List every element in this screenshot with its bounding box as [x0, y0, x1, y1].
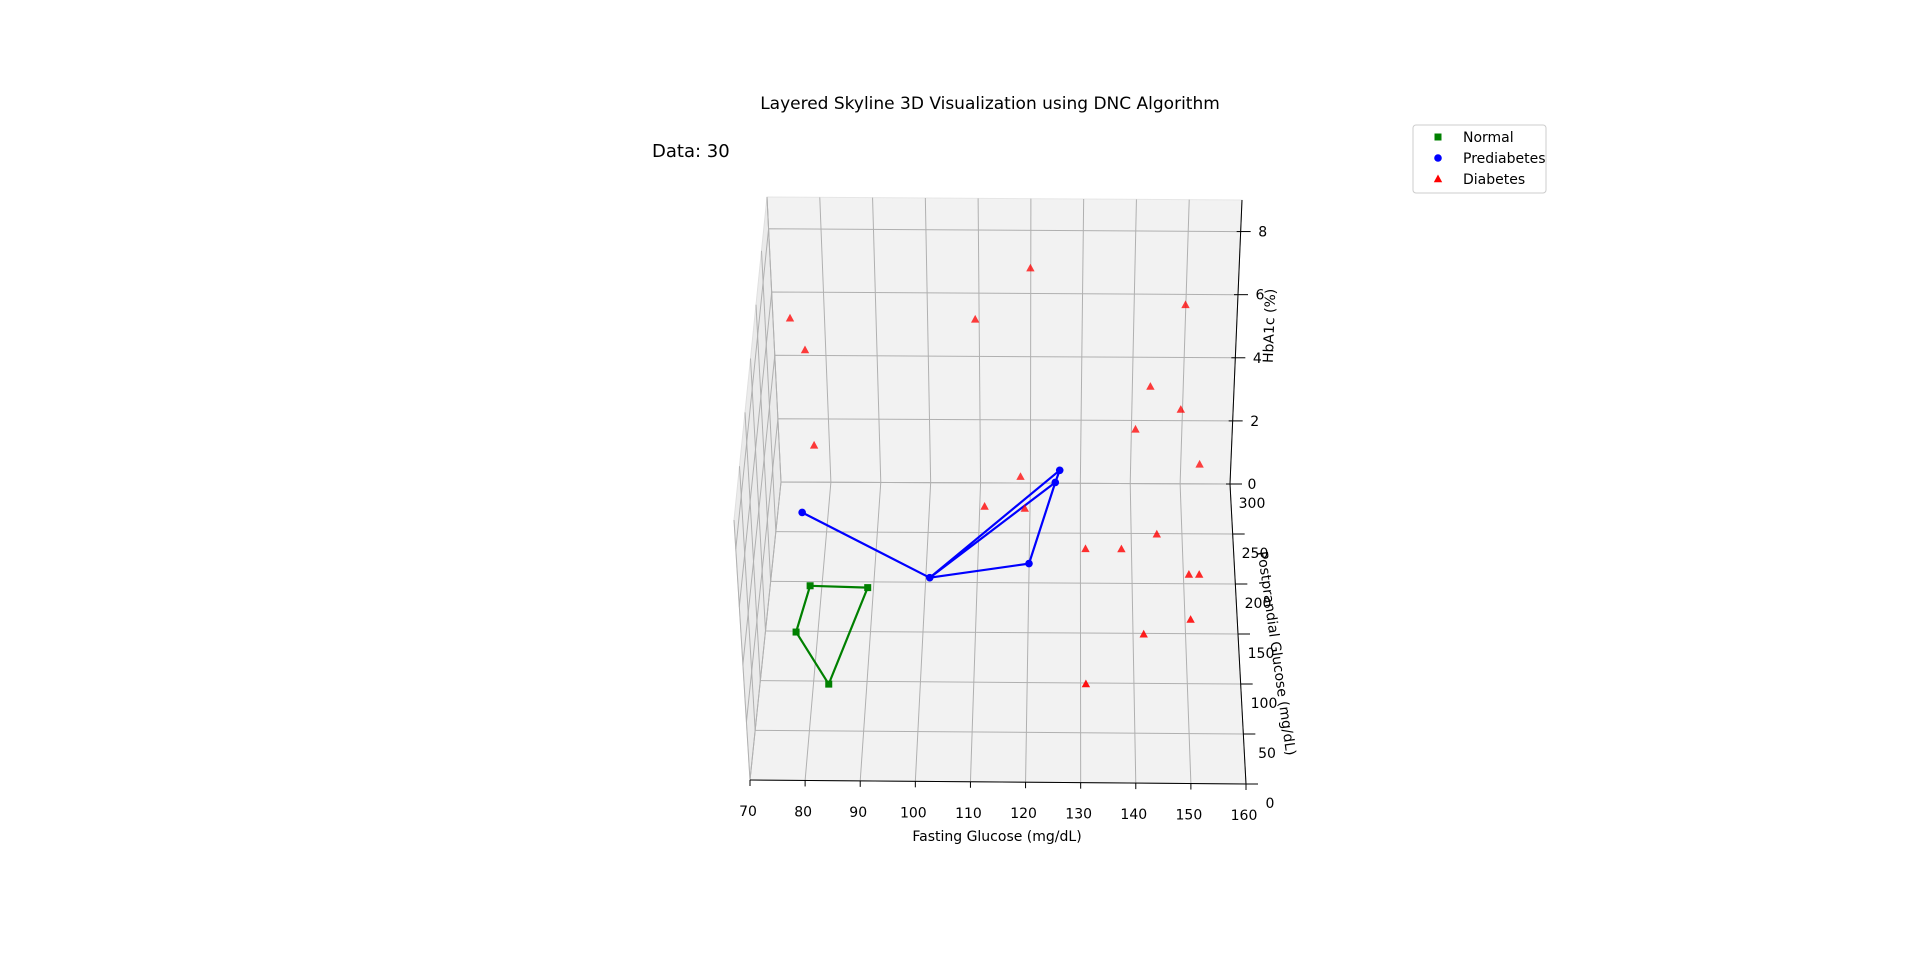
diabetes-point: [1146, 382, 1155, 390]
y-grid-line-left: [739, 466, 756, 731]
x-axis-line: [749, 779, 1247, 785]
data-count-annotation: Data: 30: [652, 141, 730, 162]
z-axis-ticks: 0 2 4 6 8: [1226, 225, 1267, 493]
diabetes-point: [1176, 405, 1185, 413]
x-grid-line-back: [872, 197, 882, 483]
diabetes-point: [1016, 472, 1025, 480]
prediabetes-point: [1051, 478, 1060, 487]
z-tick-label: 0: [1248, 477, 1257, 493]
y-tick-label: 0: [1266, 796, 1275, 812]
y-grid-line-left: [755, 304, 772, 582]
diabetes-point: [971, 314, 980, 323]
floor-pane: [749, 481, 1247, 785]
z-grid-line: [735, 228, 1241, 549]
x-tick-label: 150: [1176, 808, 1203, 824]
legend-label-diabetes: Diabetes: [1463, 172, 1525, 188]
y-tick-label: 200: [1245, 596, 1272, 612]
diabetes-point: [1081, 679, 1091, 688]
x-grid-line-back: [977, 198, 982, 483]
normal-point: [792, 628, 800, 636]
z-tick-label: 2: [1250, 414, 1259, 430]
x-grid-line-back: [1179, 199, 1190, 484]
x-tick-label: 160: [1231, 808, 1258, 824]
normal-point: [864, 584, 872, 592]
legend-frame: [1412, 124, 1547, 194]
y-axis-ticks: 0 50 100 150 200 250 300: [1230, 483, 1278, 812]
x-tick-label: 100: [900, 805, 927, 821]
x-tick-label: 80: [794, 804, 812, 820]
x-axis-label: Fasting Glucose (mg/dL): [912, 829, 1081, 845]
legend-marker-prediabetes: [1434, 154, 1442, 162]
x-tick-label: 140: [1120, 807, 1147, 823]
prediabetes-point: [1025, 559, 1033, 568]
normal-point: [825, 680, 833, 688]
z-tick-label: 4: [1253, 351, 1262, 367]
z-tick-label: 8: [1258, 225, 1267, 241]
x-tick-label: 110: [955, 806, 982, 822]
legend: Normal Prediabetes Diabetes: [1412, 124, 1547, 194]
z-axis-label: HbA1c (%): [1261, 288, 1280, 363]
prediabetes-point: [1055, 466, 1064, 475]
legend-label-normal: Normal: [1463, 130, 1514, 146]
normal-point: [806, 582, 814, 590]
diabetes-point: [1026, 263, 1035, 272]
y-grid-line: [755, 729, 1244, 735]
y-grid-line: [760, 680, 1241, 685]
prediabetes-point: [798, 508, 806, 517]
legend-marker-diabetes: [1433, 174, 1443, 183]
y-tick-label: 150: [1248, 646, 1275, 662]
x-grid-line-back: [1079, 198, 1085, 484]
x-grid-line-back: [1129, 199, 1137, 484]
y-grid-line-left: [761, 250, 777, 532]
diabetes-point: [1152, 529, 1161, 538]
diabetes-point: [1139, 629, 1148, 638]
diabetes-point: [1181, 300, 1190, 309]
diabetes-point: [1186, 615, 1195, 623]
y-grid-line: [770, 580, 1236, 585]
x-tick-label: 70: [739, 804, 757, 820]
z-grid-line: [745, 418, 1233, 723]
chart-title: Layered Skyline 3D Visualization using D…: [760, 94, 1220, 114]
data-points: [785, 263, 1204, 688]
axes-panes: [733, 196, 1247, 785]
y-grid-line-left: [750, 358, 766, 632]
diabetes-point: [1195, 570, 1204, 578]
z-tick-label: 6: [1256, 288, 1265, 304]
legend-label-prediabetes: Prediabetes: [1463, 151, 1546, 167]
z-grid-line: [749, 481, 1231, 781]
back-pane: [766, 196, 1243, 485]
x-grid-line-back: [819, 197, 832, 483]
z-axis-line: [1229, 199, 1243, 485]
diabetes-point: [809, 440, 819, 449]
y-grid-line-left: [733, 519, 751, 781]
y-tick-label: 300: [1239, 496, 1266, 512]
diabetes-point: [980, 502, 989, 510]
x-tick-label: 90: [849, 805, 867, 821]
y-tick-label: 250: [1242, 546, 1269, 562]
diabetes-point: [1117, 544, 1126, 553]
x-grid-line-back: [924, 197, 932, 483]
diabetes-point: [1184, 570, 1194, 578]
diabetes-point: [1131, 424, 1140, 433]
diabetes-point: [785, 313, 795, 322]
y-grid-line: [765, 630, 1239, 635]
x-axis-ticks: 70 80 90 100 110 120 130 140 150 160: [739, 780, 1257, 824]
prediabetes-point: [925, 573, 934, 582]
diabetes-point: [1081, 544, 1090, 553]
z-grid-line: [738, 291, 1239, 607]
x-tick-label: 130: [1065, 807, 1092, 823]
y-grid-line-left: [766, 196, 782, 483]
y-grid-line-left: [744, 412, 761, 681]
y-tick-label: 100: [1251, 696, 1278, 712]
diabetes-point: [1020, 504, 1029, 512]
diabetes-point: [1195, 459, 1204, 468]
z-grid-line: [742, 354, 1236, 665]
x-tick-label: 120: [1010, 806, 1037, 822]
y-tick-label: 50: [1258, 746, 1276, 762]
legend-marker-normal: [1434, 133, 1442, 141]
diabetes-point: [800, 345, 810, 354]
